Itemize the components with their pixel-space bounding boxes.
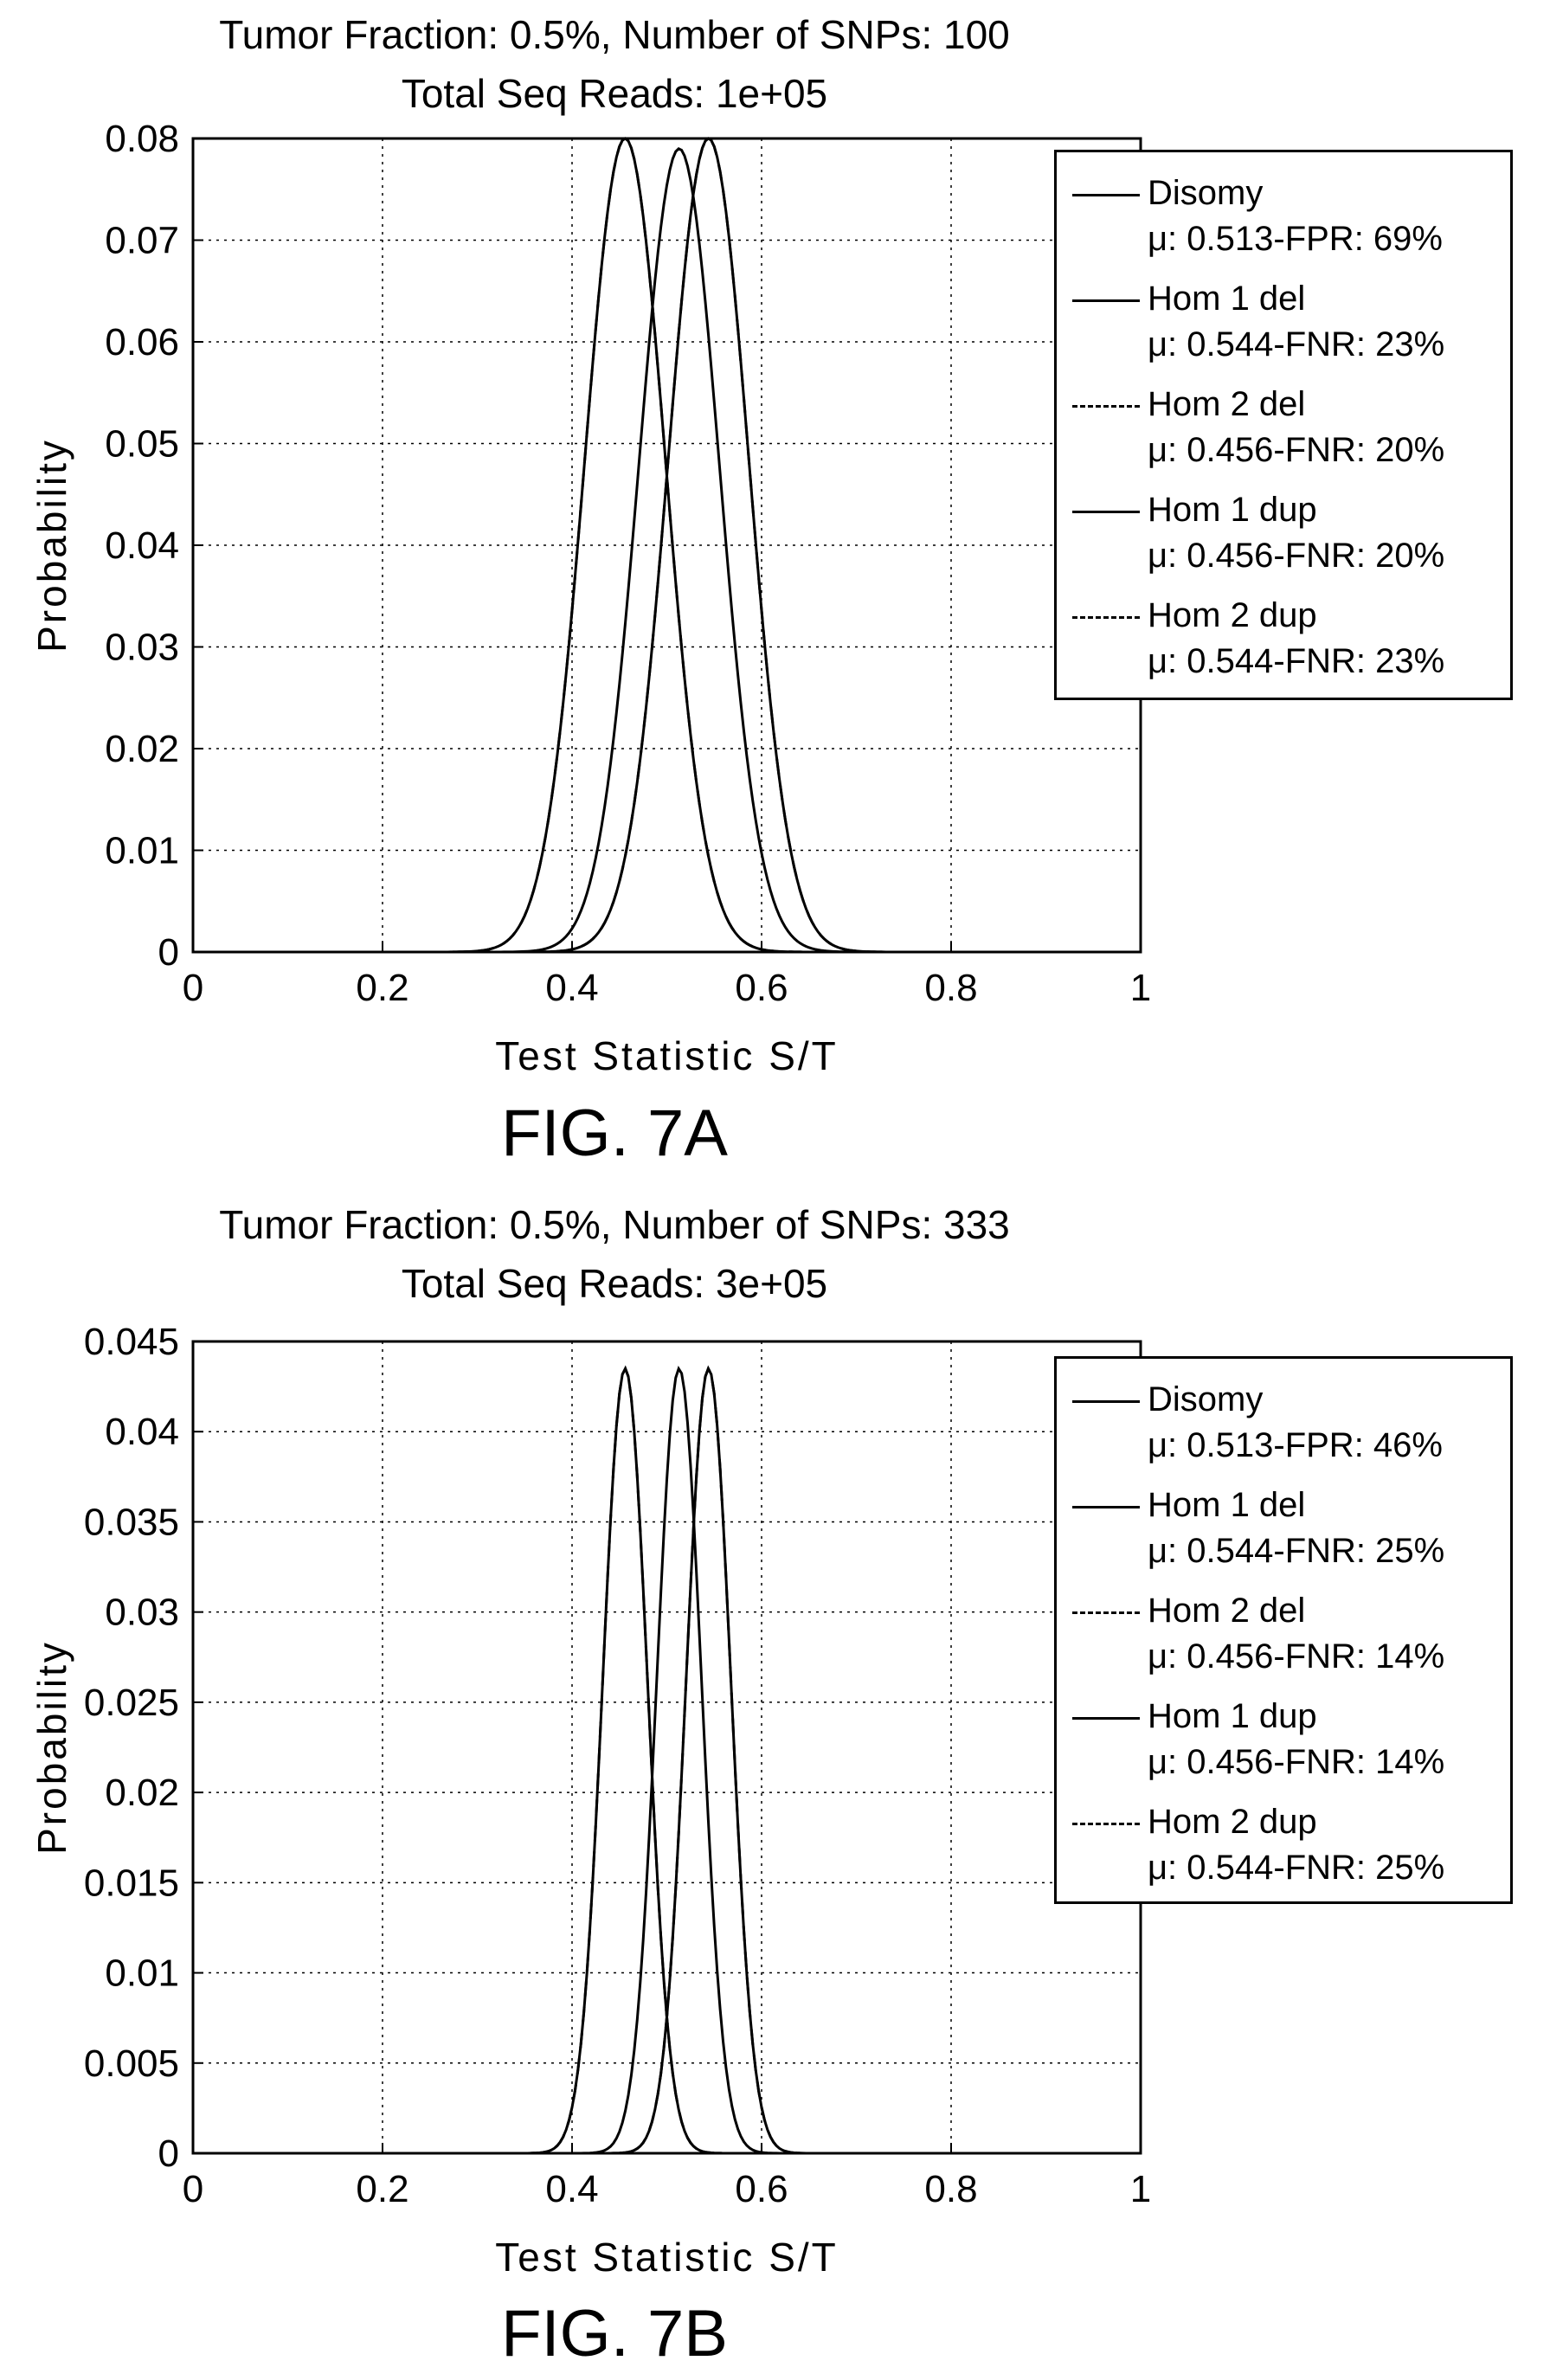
legend-swatch: [1072, 1823, 1140, 1825]
figure-caption: FIG. 7A: [501, 1097, 728, 1170]
x-tick-label: 1: [1130, 967, 1151, 1009]
legend-series-stat: μ: 0.544-FNR: 25%: [1148, 1532, 1445, 1570]
legend-entry: Hom 2 del μ: 0.456-FNR: 20%: [1057, 370, 1510, 476]
legend-series-name: Hom 2 dup: [1148, 596, 1317, 634]
y-tick-label: 0.045: [84, 1321, 179, 1363]
x-tick-label: 1: [1130, 2168, 1151, 2210]
figure-7b: Tumor Fraction: 0.5%, Number of SNPs: 33…: [0, 1190, 1550, 2380]
x-axis-label: Test Statistic S/T: [495, 2235, 839, 2280]
legend-entry: Disomy μ: 0.513-FPR: 46%: [1057, 1366, 1510, 1471]
legend-series-name: Hom 1 dup: [1148, 491, 1317, 529]
legend-series-name: Hom 2 dup: [1148, 1803, 1317, 1841]
chart-title: Tumor Fraction: 0.5%, Number of SNPs: 10…: [219, 12, 1010, 57]
chart-title: Tumor Fraction: 0.5%, Number of SNPs: 33…: [219, 1202, 1010, 1247]
legend: Disomy μ: 0.513-FPR: 46% Hom 1 del μ: 0.544…: [1054, 1356, 1513, 1904]
legend-entry: Hom 1 del μ: 0.544-FNR: 23%: [1057, 265, 1510, 370]
legend-series-name: Disomy: [1148, 174, 1264, 212]
x-tick-label: 0.8: [924, 967, 977, 1009]
legend-series-stat: μ: 0.544-FNR: 23%: [1148, 642, 1445, 680]
legend-series-name: Hom 1 dup: [1148, 1697, 1317, 1735]
y-tick-label: 0.01: [105, 830, 179, 872]
legend-swatch: [1072, 299, 1140, 302]
legend-entry: Hom 2 dup μ: 0.544-FNR: 23%: [1057, 582, 1510, 687]
legend-swatch: [1072, 194, 1140, 196]
x-tick-label: 0.4: [545, 2168, 598, 2210]
x-tick-label: 0.6: [735, 2168, 788, 2210]
legend-entry: Hom 2 del μ: 0.456-FNR: 14%: [1057, 1577, 1510, 1682]
y-tick-label: 0.07: [105, 220, 179, 262]
legend-series-name: Hom 1 del: [1148, 280, 1306, 318]
legend-swatch: [1072, 1717, 1140, 1720]
legend-entry: Hom 1 del μ: 0.544-FNR: 25%: [1057, 1471, 1510, 1577]
y-axis-label: Probability: [29, 438, 74, 653]
legend-entry: Hom 1 dup μ: 0.456-FNR: 14%: [1057, 1682, 1510, 1788]
y-tick-label: 0.035: [84, 1501, 179, 1543]
legend-swatch: [1072, 511, 1140, 513]
x-tick-label: 0.2: [356, 2168, 408, 2210]
legend-entry: Disomy μ: 0.513-FPR: 69%: [1057, 159, 1510, 265]
y-tick-label: 0.05: [105, 423, 179, 466]
legend-series-stat: μ: 0.513-FPR: 46%: [1148, 1426, 1443, 1464]
y-tick-label: 0: [158, 931, 179, 974]
x-tick-label: 0.8: [924, 2168, 977, 2210]
y-axis-label: Probability: [29, 1640, 74, 1855]
y-tick-label: 0.04: [105, 524, 179, 567]
plot-area: 0 0.2 0.4 0.6 0.8 1 0 0.005 0.01 0.015 0.02 0.025 0.…: [29, 1321, 1151, 2280]
legend-entry: Hom 1 dup μ: 0.456-FNR: 20%: [1057, 476, 1510, 582]
legend-entry: Hom 2 dup μ: 0.544-FNR: 25%: [1057, 1788, 1510, 1894]
legend-swatch: [1072, 616, 1140, 619]
legend-series-stat: μ: 0.456-FNR: 14%: [1148, 1743, 1445, 1781]
y-tick-label: 0.02: [105, 728, 179, 770]
legend-series-name: Disomy: [1148, 1380, 1264, 1418]
chart-subtitle: Total Seq Reads: 1e+05: [401, 71, 828, 116]
legend-series-stat: μ: 0.456-FNR: 20%: [1148, 537, 1445, 575]
figure-caption: FIG. 7B: [501, 2297, 728, 2370]
y-tick-label: 0.005: [84, 2042, 179, 2085]
y-tick-label: 0.02: [105, 1772, 179, 1814]
x-tick-label: 0.2: [356, 967, 408, 1009]
legend-series-name: Hom 1 del: [1148, 1486, 1306, 1524]
x-tick-label: 0: [183, 967, 203, 1009]
y-tick-label: 0.08: [105, 118, 179, 160]
series-line-disomy: [193, 146, 1141, 954]
legend-swatch: [1072, 1611, 1140, 1614]
x-tick-label: 0.6: [735, 967, 788, 1009]
y-tick-label: 0.04: [105, 1411, 179, 1453]
x-tick-label: 0: [183, 2168, 203, 2210]
legend-swatch: [1072, 1506, 1140, 1508]
y-tick-label: 0.01: [105, 1952, 179, 1995]
legend-swatch: [1072, 1400, 1140, 1403]
y-tick-label: 0: [158, 2132, 179, 2175]
y-tick-label: 0.03: [105, 1592, 179, 1634]
legend-series-stat: μ: 0.544-FNR: 25%: [1148, 1849, 1445, 1887]
y-tick-label: 0.025: [84, 1682, 179, 1724]
y-tick-label: 0.015: [84, 1862, 179, 1904]
legend-series-name: Hom 2 del: [1148, 385, 1306, 423]
y-tick-label: 0.06: [105, 321, 179, 363]
series-line-disomy: [193, 1365, 1141, 2155]
figure-7a: Tumor Fraction: 0.5%, Number of SNPs: 10…: [29, 12, 1513, 1170]
legend-swatch: [1072, 405, 1140, 408]
legend-series-stat: μ: 0.456-FNR: 20%: [1148, 431, 1445, 469]
legend-series-name: Hom 2 del: [1148, 1592, 1306, 1630]
plot-area: 0 0.2 0.4 0.6 0.8 1 0 0.01 0.02 0.03 0.04 0.05 0.06 0…: [29, 118, 1151, 1078]
x-tick-label: 0.4: [545, 967, 598, 1009]
legend: Disomy μ: 0.513-FPR: 69% Hom 1 del μ: 0.544…: [1054, 150, 1513, 700]
legend-series-stat: μ: 0.456-FNR: 14%: [1148, 1637, 1445, 1676]
chart-subtitle: Total Seq Reads: 3e+05: [401, 1261, 828, 1306]
legend-series-stat: μ: 0.513-FPR: 69%: [1148, 220, 1443, 258]
legend-series-stat: μ: 0.544-FNR: 23%: [1148, 325, 1445, 363]
y-tick-label: 0.03: [105, 627, 179, 669]
x-axis-label: Test Statistic S/T: [495, 1033, 839, 1078]
